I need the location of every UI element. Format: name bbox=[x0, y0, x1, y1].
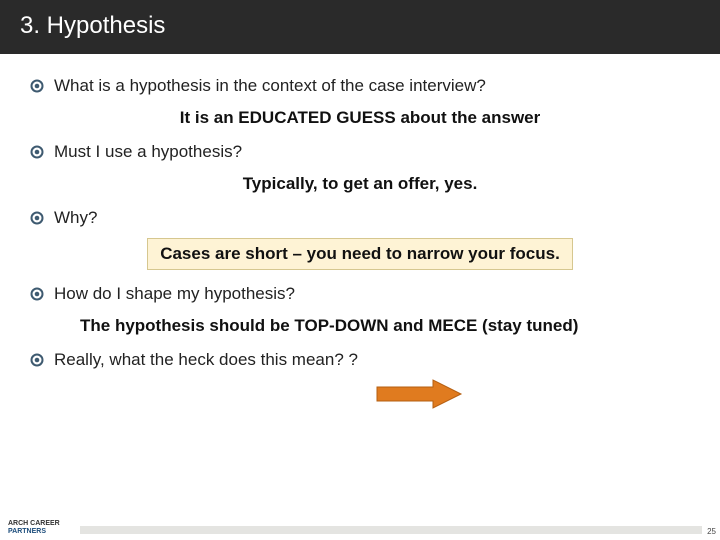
footer: ARCH CAREER PARTNERS 25 bbox=[0, 516, 720, 540]
bullet-item: Why? bbox=[30, 208, 690, 230]
bullet-icon bbox=[30, 287, 44, 306]
bullet-text: What is a hypothesis in the context of t… bbox=[54, 76, 486, 96]
bullet-item: Must I use a hypothesis? bbox=[30, 142, 690, 164]
bullet-text: Must I use a hypothesis? bbox=[54, 142, 242, 162]
arrow-graphic bbox=[150, 378, 690, 415]
highlight-box: Cases are short – you need to narrow you… bbox=[147, 238, 573, 270]
bullet-text: Really, what the heck does this mean? ? bbox=[54, 350, 358, 370]
footer-logo: ARCH CAREER PARTNERS bbox=[8, 520, 60, 536]
page-number: 25 bbox=[707, 527, 716, 536]
answer-text: It is an EDUCATED GUESS about the answer bbox=[30, 108, 690, 128]
bullet-text: Why? bbox=[54, 208, 97, 228]
bullet-icon bbox=[30, 79, 44, 98]
slide-title: 3. Hypothesis bbox=[0, 0, 720, 54]
bullet-icon bbox=[30, 211, 44, 230]
answer-text: Typically, to get an offer, yes. bbox=[30, 174, 690, 194]
bullet-item: What is a hypothesis in the context of t… bbox=[30, 76, 690, 98]
bullet-item: Really, what the heck does this mean? ? bbox=[30, 350, 690, 372]
highlight-wrap: Cases are short – you need to narrow you… bbox=[30, 238, 690, 270]
footer-bar bbox=[80, 526, 702, 534]
answer-text: The hypothesis should be TOP-DOWN and ME… bbox=[80, 316, 690, 336]
bullet-text: How do I shape my hypothesis? bbox=[54, 284, 295, 304]
slide-body: What is a hypothesis in the context of t… bbox=[0, 54, 720, 415]
bullet-icon bbox=[30, 353, 44, 372]
bullet-icon bbox=[30, 145, 44, 164]
arrow-right-icon bbox=[375, 378, 465, 410]
bullet-item: How do I shape my hypothesis? bbox=[30, 284, 690, 306]
